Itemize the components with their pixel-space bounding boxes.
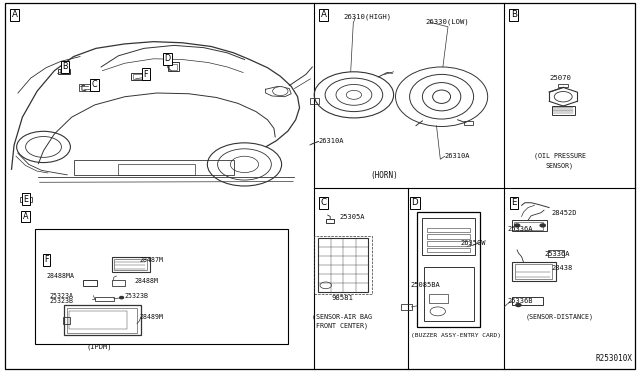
Bar	[401, 304, 412, 310]
Bar	[112, 257, 150, 272]
Text: B: B	[63, 62, 68, 71]
Text: 25085BA: 25085BA	[411, 282, 440, 288]
Text: 25323A: 25323A	[50, 293, 74, 299]
Bar	[69, 311, 127, 329]
Bar	[429, 294, 448, 303]
Bar	[427, 241, 470, 246]
Text: SENSOR): SENSOR)	[546, 162, 574, 169]
Text: 26350W: 26350W	[461, 240, 486, 246]
Bar	[118, 164, 195, 175]
Text: A: A	[12, 10, 18, 19]
Bar	[67, 308, 137, 333]
Circle shape	[515, 224, 520, 227]
Text: 25336A: 25336A	[508, 226, 533, 232]
Text: E: E	[23, 195, 28, 203]
Bar	[515, 264, 552, 279]
Text: (IPDM): (IPDM)	[86, 343, 112, 350]
Text: D: D	[164, 54, 171, 63]
Text: 25323B: 25323B	[50, 298, 74, 304]
Bar	[133, 74, 142, 79]
Bar	[95, 297, 114, 301]
Bar	[548, 250, 564, 257]
Text: R253010X: R253010X	[595, 355, 632, 363]
Bar	[35, 229, 288, 344]
Bar	[427, 248, 470, 252]
Bar	[168, 62, 179, 71]
Bar	[58, 69, 70, 74]
Text: 26310(HIGH): 26310(HIGH)	[344, 13, 392, 20]
Bar	[552, 106, 575, 115]
Bar	[131, 73, 145, 80]
Text: (HORN): (HORN)	[370, 171, 398, 180]
Bar	[79, 84, 90, 91]
Circle shape	[273, 87, 288, 96]
Circle shape	[207, 143, 282, 186]
Bar	[112, 280, 125, 286]
Text: FRONT CENTER): FRONT CENTER)	[316, 322, 369, 329]
Bar	[74, 160, 234, 175]
Text: 28489M: 28489M	[140, 314, 164, 320]
Bar	[60, 70, 67, 73]
Bar	[318, 238, 368, 292]
Text: F: F	[44, 255, 49, 264]
Bar	[64, 305, 141, 335]
Circle shape	[516, 304, 521, 307]
Text: 25336A: 25336A	[544, 251, 570, 257]
Bar	[464, 121, 473, 125]
Text: 28438: 28438	[552, 265, 573, 271]
Text: A: A	[321, 10, 327, 19]
Text: 28488M: 28488M	[134, 278, 159, 284]
Text: 28488MA: 28488MA	[47, 273, 75, 279]
Text: 26310A: 26310A	[319, 138, 344, 144]
Bar	[558, 84, 568, 87]
Bar	[20, 197, 32, 202]
Bar	[427, 234, 470, 239]
Text: 25305A: 25305A	[339, 214, 365, 219]
Bar	[512, 220, 547, 231]
Text: (BUZZER ASSY-ENTRY CARD): (BUZZER ASSY-ENTRY CARD)	[411, 333, 500, 338]
Text: C: C	[92, 80, 97, 89]
Text: 28452D: 28452D	[552, 210, 577, 216]
Text: A: A	[23, 212, 28, 221]
Bar	[427, 228, 470, 232]
Text: B: B	[511, 10, 517, 19]
Bar	[326, 219, 334, 223]
Bar	[83, 280, 97, 286]
Bar	[512, 297, 543, 305]
Text: C: C	[321, 198, 327, 207]
Text: 26310A: 26310A	[445, 153, 470, 159]
Text: (SENSOR-AIR BAG: (SENSOR-AIR BAG	[312, 314, 372, 320]
Text: 28487M: 28487M	[140, 257, 164, 263]
Text: D: D	[412, 198, 418, 207]
Circle shape	[540, 224, 545, 227]
Text: 25070: 25070	[549, 75, 571, 81]
Bar	[514, 222, 543, 230]
Bar	[114, 259, 147, 270]
Text: F: F	[143, 70, 148, 79]
Circle shape	[120, 296, 124, 299]
Text: 25323B: 25323B	[125, 293, 149, 299]
Bar	[314, 236, 372, 294]
Bar	[424, 267, 474, 321]
Bar	[422, 218, 475, 255]
Bar	[310, 98, 319, 104]
Text: 25336B: 25336B	[508, 298, 533, 304]
Text: (OIL PRESSURE: (OIL PRESSURE	[534, 153, 586, 160]
Text: 98581: 98581	[332, 295, 353, 301]
Text: 26330(LOW): 26330(LOW)	[426, 18, 469, 25]
Bar	[417, 212, 480, 327]
Text: (SENSOR-DISTANCE): (SENSOR-DISTANCE)	[526, 314, 594, 320]
Bar	[169, 64, 177, 70]
Bar	[512, 262, 556, 281]
Text: E: E	[511, 198, 516, 207]
Bar	[63, 317, 70, 324]
